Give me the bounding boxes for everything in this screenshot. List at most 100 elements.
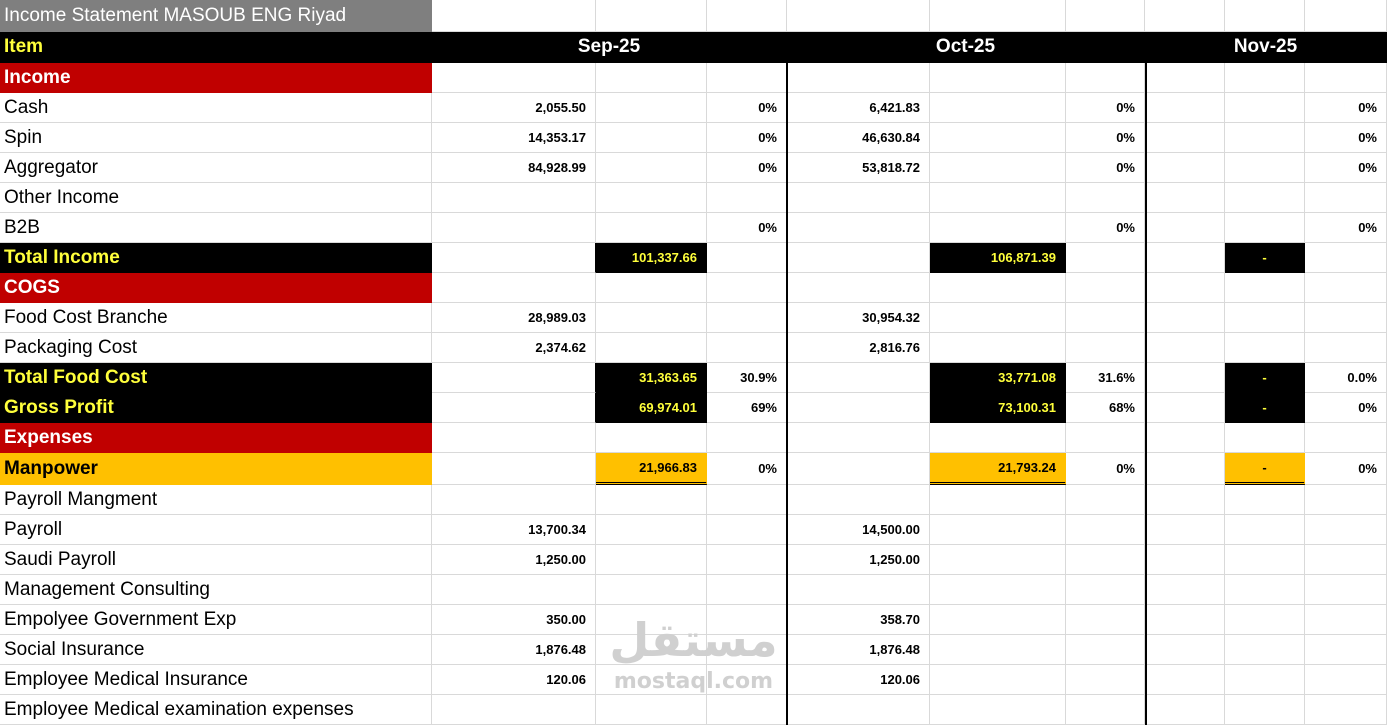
value-cell[interactable] [1066, 635, 1145, 665]
value-cell[interactable]: 2,055.50 [432, 93, 596, 123]
value-cell[interactable] [1305, 605, 1387, 635]
row-label[interactable]: Total Income [0, 243, 432, 273]
value-cell[interactable] [1145, 303, 1225, 333]
value-cell[interactable] [1305, 515, 1387, 545]
value-cell[interactable]: 21,793.24 [930, 453, 1066, 485]
value-cell[interactable] [930, 93, 1066, 123]
value-cell[interactable] [707, 303, 787, 333]
value-cell[interactable]: 0% [707, 453, 787, 485]
grid-cell[interactable] [596, 0, 707, 32]
value-cell[interactable] [1145, 213, 1225, 243]
value-cell[interactable] [1145, 123, 1225, 153]
row-label[interactable]: Employee Medical examination expenses [0, 695, 432, 725]
value-cell[interactable] [707, 183, 787, 213]
value-cell[interactable] [1066, 605, 1145, 635]
value-cell[interactable] [596, 303, 707, 333]
value-cell[interactable]: 69% [707, 393, 787, 423]
value-cell[interactable] [1225, 153, 1305, 183]
value-cell[interactable] [1145, 393, 1225, 423]
value-cell[interactable] [1066, 545, 1145, 575]
value-cell[interactable] [1145, 545, 1225, 575]
value-cell[interactable]: 0% [1066, 93, 1145, 123]
value-cell[interactable] [1066, 575, 1145, 605]
grid-cell[interactable] [1225, 0, 1305, 32]
value-cell[interactable]: 53,818.72 [787, 153, 930, 183]
value-cell[interactable] [1305, 695, 1387, 725]
value-cell[interactable]: 13,700.34 [432, 515, 596, 545]
value-cell[interactable] [1225, 333, 1305, 363]
row-label[interactable]: Payroll Mangment [0, 485, 432, 515]
value-cell[interactable] [596, 63, 707, 93]
value-cell[interactable]: 0% [707, 93, 787, 123]
value-cell[interactable] [930, 153, 1066, 183]
value-cell[interactable] [1305, 485, 1387, 515]
value-cell[interactable] [432, 453, 596, 485]
row-label[interactable]: Gross Profit [0, 393, 432, 423]
value-cell[interactable] [1305, 243, 1387, 273]
value-cell[interactable] [1305, 665, 1387, 695]
grid-cell[interactable] [787, 0, 930, 32]
value-cell[interactable] [432, 183, 596, 213]
value-cell[interactable] [596, 153, 707, 183]
grid-cell[interactable] [1305, 0, 1387, 32]
value-cell[interactable] [707, 635, 787, 665]
value-cell[interactable] [787, 393, 930, 423]
value-cell[interactable] [1305, 575, 1387, 605]
row-label[interactable]: Empolyee Government Exp [0, 605, 432, 635]
value-cell[interactable]: 0% [1066, 453, 1145, 485]
value-cell[interactable] [1145, 605, 1225, 635]
value-cell[interactable] [707, 575, 787, 605]
value-cell[interactable]: 101,337.66 [596, 243, 707, 273]
value-cell[interactable] [596, 423, 707, 453]
value-cell[interactable] [596, 93, 707, 123]
value-cell[interactable]: 0% [1305, 393, 1387, 423]
value-cell[interactable] [596, 485, 707, 515]
value-cell[interactable] [707, 423, 787, 453]
row-label[interactable]: Income [0, 63, 432, 93]
value-cell[interactable]: 68% [1066, 393, 1145, 423]
row-label[interactable]: Other Income [0, 183, 432, 213]
value-cell[interactable] [1305, 63, 1387, 93]
value-cell[interactable] [707, 665, 787, 695]
value-cell[interactable] [596, 545, 707, 575]
value-cell[interactable]: 14,500.00 [787, 515, 930, 545]
value-cell[interactable] [1145, 635, 1225, 665]
value-cell[interactable] [1225, 695, 1305, 725]
value-cell[interactable] [930, 545, 1066, 575]
value-cell[interactable] [1305, 183, 1387, 213]
value-cell[interactable]: - [1225, 393, 1305, 423]
value-cell[interactable] [432, 423, 596, 453]
value-cell[interactable]: - [1225, 243, 1305, 273]
value-cell[interactable] [787, 485, 930, 515]
value-cell[interactable] [1305, 545, 1387, 575]
value-cell[interactable] [596, 273, 707, 303]
value-cell[interactable]: 120.06 [432, 665, 596, 695]
grid-cell[interactable] [707, 0, 787, 32]
value-cell[interactable]: 31,363.65 [596, 363, 707, 393]
value-cell[interactable] [1145, 515, 1225, 545]
value-cell[interactable] [596, 665, 707, 695]
value-cell[interactable] [787, 423, 930, 453]
value-cell[interactable] [1225, 635, 1305, 665]
value-cell[interactable]: 1,250.00 [787, 545, 930, 575]
value-cell[interactable] [432, 695, 596, 725]
value-cell[interactable] [1225, 575, 1305, 605]
value-cell[interactable] [596, 695, 707, 725]
row-label[interactable]: Employee Medical Insurance [0, 665, 432, 695]
value-cell[interactable] [1066, 303, 1145, 333]
value-cell[interactable] [432, 393, 596, 423]
value-cell[interactable] [787, 63, 930, 93]
value-cell[interactable] [707, 333, 787, 363]
value-cell[interactable] [1225, 423, 1305, 453]
value-cell[interactable] [1145, 485, 1225, 515]
value-cell[interactable] [930, 273, 1066, 303]
value-cell[interactable] [930, 665, 1066, 695]
value-cell[interactable]: 0% [1305, 213, 1387, 243]
value-cell[interactable] [787, 695, 930, 725]
value-cell[interactable] [1225, 515, 1305, 545]
value-cell[interactable] [1145, 93, 1225, 123]
value-cell[interactable] [930, 333, 1066, 363]
value-cell[interactable] [596, 333, 707, 363]
value-cell[interactable] [1145, 575, 1225, 605]
